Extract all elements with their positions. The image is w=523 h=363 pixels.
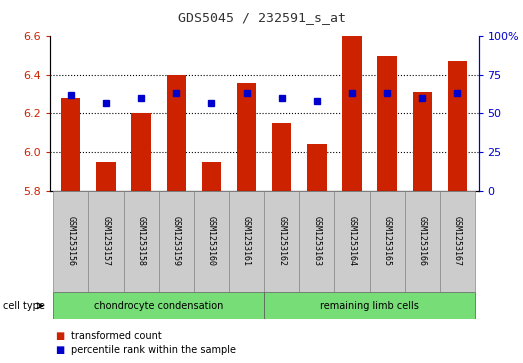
Text: percentile rank within the sample: percentile rank within the sample <box>71 345 235 355</box>
Text: GDS5045 / 232591_s_at: GDS5045 / 232591_s_at <box>177 11 346 24</box>
Bar <box>264 191 299 292</box>
Text: GSM1253156: GSM1253156 <box>66 216 75 266</box>
Text: ■: ■ <box>55 345 64 355</box>
Text: GSM1253166: GSM1253166 <box>418 216 427 266</box>
Bar <box>53 292 264 319</box>
Bar <box>166 75 186 191</box>
Text: remaining limb cells: remaining limb cells <box>320 301 419 311</box>
Text: GSM1253163: GSM1253163 <box>312 216 321 266</box>
Text: GSM1253164: GSM1253164 <box>347 216 357 266</box>
Text: transformed count: transformed count <box>71 331 162 341</box>
Text: GSM1253158: GSM1253158 <box>137 216 145 266</box>
Bar <box>194 191 229 292</box>
Bar <box>88 191 123 292</box>
Text: chondrocyte condensation: chondrocyte condensation <box>94 301 223 311</box>
Text: GSM1253162: GSM1253162 <box>277 216 286 266</box>
Bar <box>272 123 291 191</box>
Bar <box>307 144 326 191</box>
Bar <box>370 191 405 292</box>
Bar <box>96 162 116 191</box>
Bar <box>378 56 397 191</box>
Bar <box>405 191 440 292</box>
Text: GSM1253165: GSM1253165 <box>383 216 392 266</box>
Bar <box>264 292 475 319</box>
Bar <box>299 191 334 292</box>
Bar <box>413 92 432 191</box>
Bar <box>61 98 81 191</box>
Text: cell type: cell type <box>3 301 44 311</box>
Bar <box>229 191 264 292</box>
Bar <box>53 191 88 292</box>
Text: ■: ■ <box>55 331 64 341</box>
Bar <box>202 162 221 191</box>
Text: GSM1253167: GSM1253167 <box>453 216 462 266</box>
Bar <box>334 191 370 292</box>
Bar <box>158 191 194 292</box>
Bar <box>440 191 475 292</box>
Bar <box>448 61 467 191</box>
Bar <box>123 191 158 292</box>
Bar <box>237 82 256 191</box>
Text: GSM1253159: GSM1253159 <box>172 216 181 266</box>
Text: GSM1253161: GSM1253161 <box>242 216 251 266</box>
Text: GSM1253157: GSM1253157 <box>101 216 110 266</box>
Text: GSM1253160: GSM1253160 <box>207 216 216 266</box>
Bar <box>131 113 151 191</box>
Bar <box>343 36 362 191</box>
